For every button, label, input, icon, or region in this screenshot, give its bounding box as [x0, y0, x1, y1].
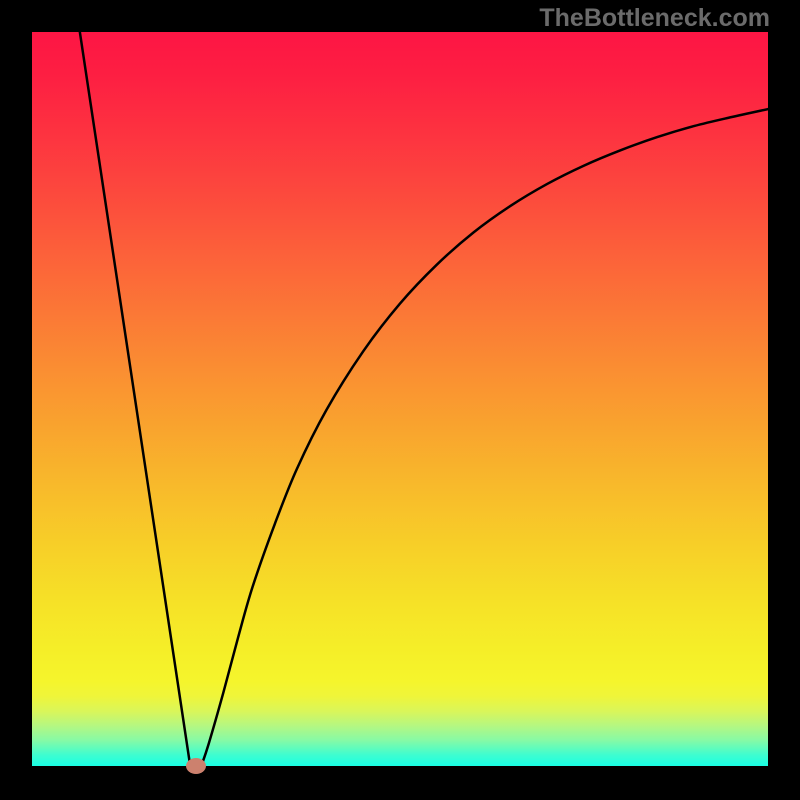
chart-stage: TheBottleneck.com — [0, 0, 800, 800]
gradient-background — [32, 32, 768, 766]
plot-area — [32, 32, 768, 766]
watermark-text: TheBottleneck.com — [539, 4, 770, 33]
curve-svg — [32, 32, 768, 766]
optimum-marker — [186, 758, 206, 774]
